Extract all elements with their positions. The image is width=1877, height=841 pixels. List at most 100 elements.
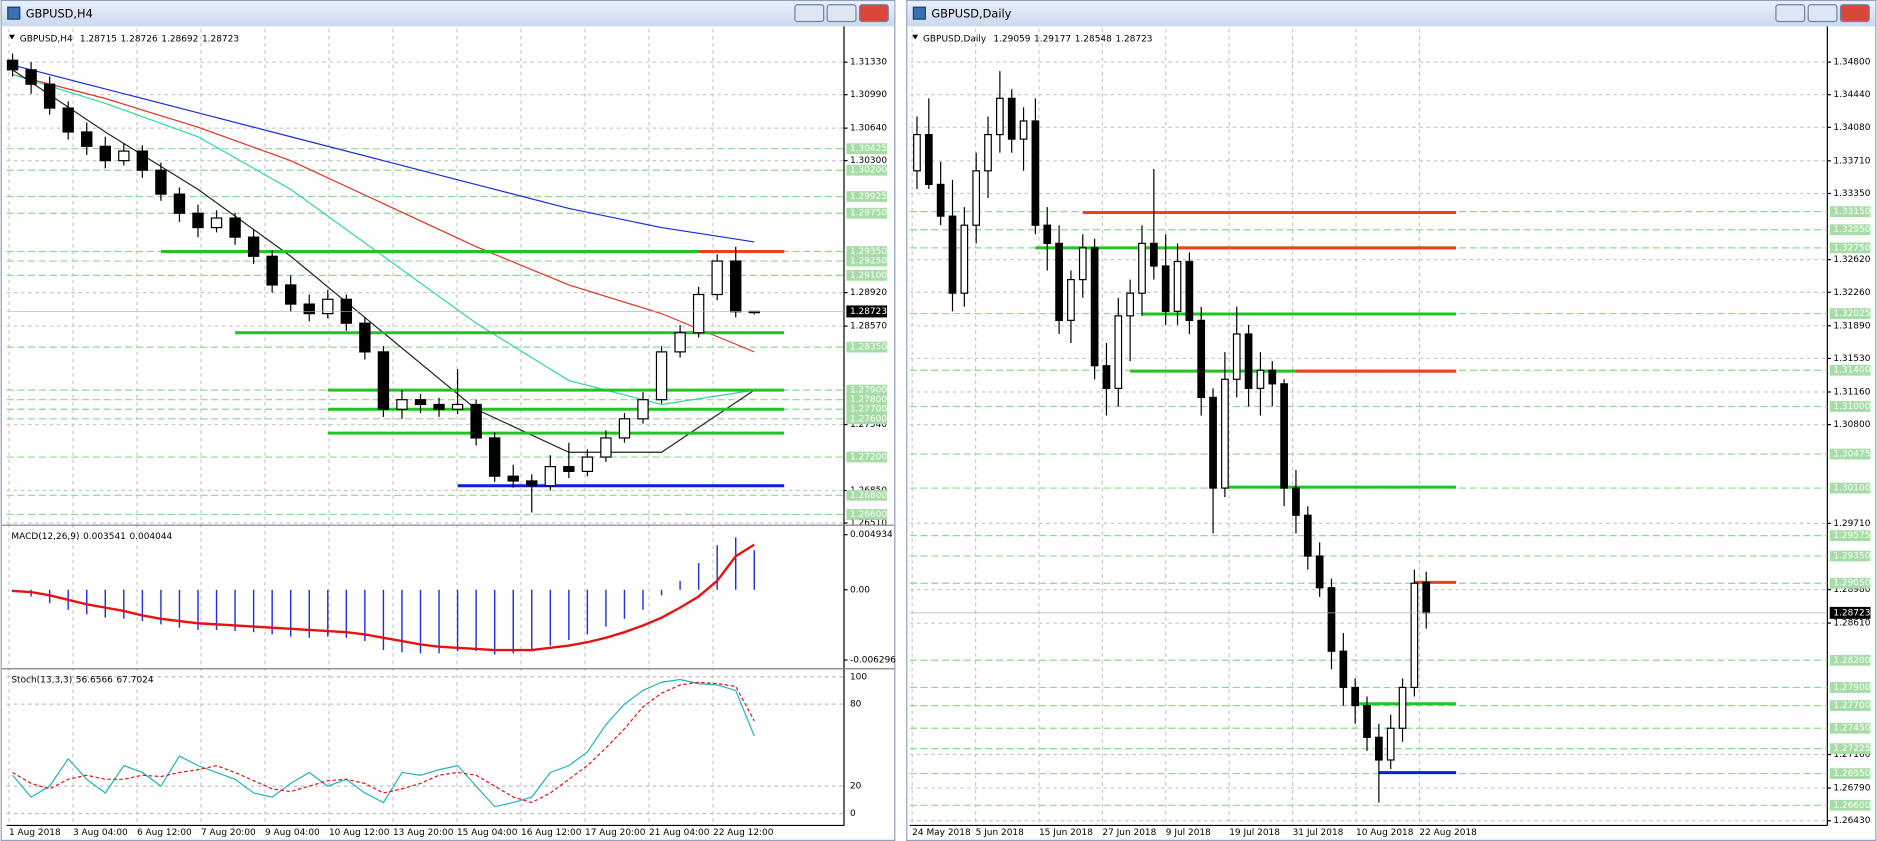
level-label: 1.27450 xyxy=(1833,724,1870,734)
level-label-box xyxy=(1829,743,1871,755)
collapse-triangle xyxy=(912,34,919,40)
candle-body xyxy=(1398,686,1407,729)
price-tick-label: 1.32620 xyxy=(1833,255,1870,265)
level-label: 1.26950 xyxy=(1833,769,1870,779)
maximize-button[interactable] xyxy=(826,4,857,23)
level-label-box xyxy=(846,394,888,406)
price-tick-label: 1.28570 xyxy=(850,322,887,332)
candle-body xyxy=(1090,247,1099,367)
price-tick-label: 1.27160 xyxy=(1833,750,1870,760)
macd-value: 0.003541 xyxy=(83,531,126,541)
price-tick-label: 1.29710 xyxy=(1833,519,1870,529)
level-label-box xyxy=(846,509,888,520)
price-tick-label: 1.27540 xyxy=(850,420,887,430)
candle-body xyxy=(81,131,93,147)
candle-body xyxy=(62,107,74,133)
candle-body xyxy=(303,303,315,315)
candle-body xyxy=(730,260,742,313)
candle-body xyxy=(266,255,278,286)
candle-body xyxy=(960,224,969,294)
level-label-box xyxy=(846,207,888,219)
candle-body xyxy=(1221,378,1229,489)
time-label: 15 Aug 04:00 xyxy=(457,828,518,838)
candle-body xyxy=(1185,260,1194,321)
close-button[interactable] xyxy=(858,4,889,23)
level-label: 1.27700 xyxy=(1833,701,1870,711)
candle-body xyxy=(173,193,186,214)
minimize-button[interactable] xyxy=(1775,4,1806,23)
time-label: 15 Jun 2018 xyxy=(1039,828,1093,838)
level-label: 1.30200 xyxy=(850,166,887,176)
price-tick-label: 1.30640 xyxy=(850,124,887,134)
level-label-box xyxy=(1829,308,1871,319)
price-tick-label: 1.34080 xyxy=(1833,123,1870,133)
macd-label: MACD(12,26,9) 0.003541 0.004044 xyxy=(11,531,172,541)
window-frame xyxy=(906,0,1877,841)
price-tick-label: 1.30990 xyxy=(850,90,887,100)
candle-body xyxy=(1007,97,1016,140)
candle-body xyxy=(1232,333,1241,380)
price-tick-label: 1.31890 xyxy=(1833,321,1870,331)
maximize-button[interactable] xyxy=(1807,4,1838,23)
close-button[interactable] xyxy=(1839,4,1870,23)
candle-body xyxy=(1209,396,1217,489)
level-label: 1.27800 xyxy=(850,395,887,405)
candle-body xyxy=(1055,242,1063,321)
ohlc-value: 1.29059 xyxy=(993,34,1030,44)
price-tick-label: 1.34800 xyxy=(1833,58,1870,68)
candle-body xyxy=(1280,383,1288,489)
level-label-box xyxy=(846,413,888,425)
level-label: 1.31400 xyxy=(1833,366,1870,376)
level-label-box xyxy=(846,489,888,501)
candle-body xyxy=(1292,487,1300,516)
candle-body xyxy=(1410,582,1419,689)
candle-body xyxy=(1126,292,1135,317)
level-label: 1.29250 xyxy=(850,257,887,267)
ohlc-value: 1.28723 xyxy=(1115,34,1152,44)
price-tick-label: 1.34440 xyxy=(1833,90,1870,100)
time-label: 9 Aug 04:00 xyxy=(265,828,320,838)
level-label-box xyxy=(1829,206,1871,218)
level-label: 1.30475 xyxy=(1833,450,1870,460)
level-label: 1.27600 xyxy=(850,414,887,424)
candle-body xyxy=(433,403,445,410)
ohlc-value: 1.28548 xyxy=(1075,34,1112,44)
price-tick-label: 1.28980 xyxy=(1833,585,1870,595)
level-label-box xyxy=(1829,550,1871,562)
level-label-box xyxy=(846,451,888,463)
candle-body xyxy=(99,145,111,162)
candle-body xyxy=(674,332,686,353)
time-label: 10 Aug 2018 xyxy=(1356,828,1414,838)
window-title: GBPUSD,Daily xyxy=(931,6,1011,20)
price-tick-label: 1.33710 xyxy=(1833,156,1870,166)
candle-body xyxy=(711,260,723,296)
candle-body xyxy=(637,399,649,420)
level-label: 1.29925 xyxy=(850,192,887,202)
current-price: 1.28723 xyxy=(1833,608,1870,618)
moving-average xyxy=(12,74,755,406)
time-label: 24 May 2018 xyxy=(912,828,971,838)
candle-body xyxy=(618,418,631,439)
price-tick-label: 1.28920 xyxy=(850,288,887,298)
candle-body xyxy=(1422,581,1431,614)
stoch-label: Stoch(13,3,3) 56.6566 67.7024 xyxy=(11,675,153,685)
level-label-box xyxy=(846,164,888,176)
current-price-box xyxy=(1829,606,1871,619)
ohlc-value: 1.28692 xyxy=(161,34,198,44)
candle-body xyxy=(6,59,19,71)
candle-body xyxy=(526,480,538,487)
level-label: 1.26600 xyxy=(850,510,887,520)
level-label: 1.27700 xyxy=(850,405,887,415)
candle-body xyxy=(1114,315,1123,389)
level-label: 1.28200 xyxy=(1833,656,1870,666)
minimize-button[interactable] xyxy=(794,4,825,23)
level-label-box xyxy=(1829,768,1871,779)
symbol-info: GBPUSD,H4 1.28715 1.28726 1.28692 1.28723 xyxy=(20,34,239,44)
candle-body xyxy=(285,284,297,305)
title-bar xyxy=(907,1,1876,27)
window-frame xyxy=(0,0,896,841)
level-label: 1.29575 xyxy=(1833,531,1870,541)
chart-window: GBPUSD,H4 1 Aug 2018 3 Aug 04:00 6 Aug 12:0… xyxy=(0,0,896,841)
candle-body xyxy=(1019,120,1028,140)
